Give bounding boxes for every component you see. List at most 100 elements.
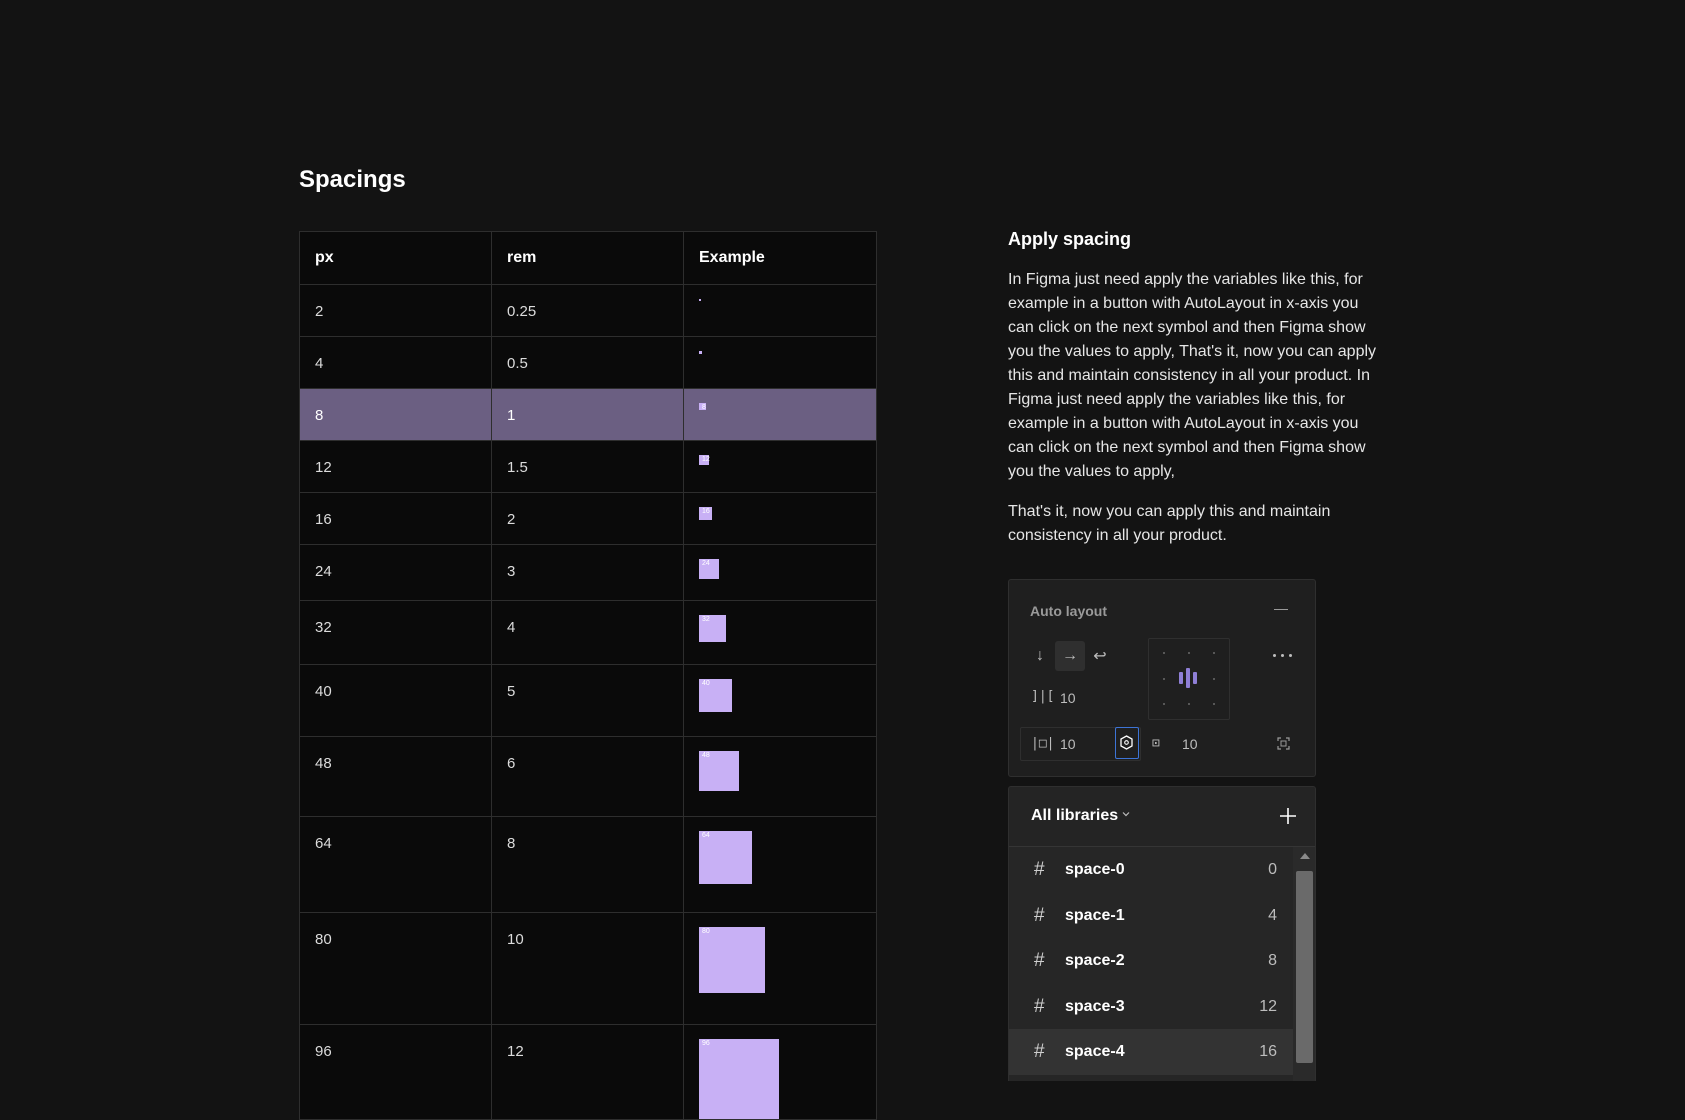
vertical-padding-value[interactable]: 10 <box>1182 736 1198 752</box>
horizontal-padding-icon: |□| <box>1031 736 1055 751</box>
align-dot[interactable] <box>1188 652 1190 654</box>
spacing-swatch: 32 <box>699 615 726 642</box>
variable-value: 8 <box>1268 952 1277 969</box>
rem-value: 8 <box>507 835 516 852</box>
px-value: 80 <box>315 931 332 948</box>
rem-cell: 2 <box>491 492 684 545</box>
spacing-swatch: 96 <box>699 1039 779 1119</box>
variables-list: # space-0 0 # space-1 4 # space-2 8 # space-3 12 # sp… <box>1009 847 1293 1075</box>
scrollbar-thumb[interactable] <box>1296 871 1313 1063</box>
more-options-icon[interactable] <box>1273 654 1295 658</box>
rem-cell: 4 <box>491 600 684 665</box>
rem-cell: 10 <box>491 912 684 1025</box>
rem-value: 3 <box>507 563 516 580</box>
align-dot[interactable] <box>1213 652 1215 654</box>
rem-cell: 5 <box>491 664 684 737</box>
spacing-swatch <box>699 351 703 355</box>
hash-icon: # <box>1034 859 1045 880</box>
example-cell: 24 <box>683 544 877 601</box>
variable-name: space-4 <box>1065 1043 1125 1060</box>
description-paragraph: In Figma just need apply the variables l… <box>1008 271 1377 480</box>
px-cell: 80 <box>299 912 492 1025</box>
variable-item-space-2[interactable]: # space-2 8 <box>1009 938 1293 984</box>
hash-icon: # <box>1034 904 1045 926</box>
align-dot[interactable] <box>1188 703 1190 705</box>
table-row: 16 2 16 <box>299 492 877 545</box>
alignment-grid[interactable] <box>1148 638 1230 720</box>
align-center-icon <box>1179 672 1183 684</box>
apply-variable-button[interactable] <box>1115 727 1139 759</box>
horizontal-padding-value[interactable]: 10 <box>1060 736 1076 752</box>
rem-cell: 0.5 <box>491 336 684 389</box>
align-dot[interactable] <box>1213 678 1215 680</box>
swatch-label: 48 <box>702 752 710 759</box>
variable-item-space-4[interactable]: # space-4 16 <box>1009 1029 1293 1075</box>
table-row: 96 12 96 <box>299 1024 877 1120</box>
table-row: 80 10 80 <box>299 912 877 1025</box>
rem-cell: 1.5 <box>491 440 684 493</box>
table-row: 8 1 8 <box>299 388 877 441</box>
px-value: 96 <box>315 1043 332 1060</box>
spacing-swatch: 80 <box>699 927 766 994</box>
libraries-dropdown[interactable]: All libraries <box>1031 807 1119 824</box>
table-row: 40 5 40 <box>299 664 877 737</box>
swatch-label: 16 <box>702 508 710 515</box>
variable-hexagon-icon <box>1120 735 1133 750</box>
scroll-up-icon[interactable] <box>1300 853 1310 859</box>
description-paragraph: That's it, now you can apply this and ma… <box>1008 503 1331 544</box>
remove-auto-layout-icon[interactable] <box>1274 609 1288 610</box>
rem-value: 1.5 <box>507 459 528 476</box>
px-value: 4 <box>315 355 324 372</box>
rem-value: 0.25 <box>507 303 537 320</box>
example-cell: 16 <box>683 492 877 545</box>
swatch-label: 40 <box>702 680 710 687</box>
table-row: 64 8 64 <box>299 816 877 913</box>
spacing-swatch: 12 <box>699 455 710 465</box>
libraries-header: All libraries <box>1009 787 1315 847</box>
rem-cell: 12 <box>491 1024 684 1120</box>
spacing-table: px rem Example 2 0.25 4 0.5 8 1 8 12 1.5 12 16 2 16 2… <box>299 231 877 1120</box>
arrow-right-icon[interactable]: → <box>1055 641 1085 671</box>
px-cell: 8 <box>299 388 492 441</box>
rem-cell: 3 <box>491 544 684 601</box>
rem-cell: 1 <box>491 388 684 441</box>
chevron-down-icon[interactable] <box>1122 810 1130 818</box>
variable-item-space-1[interactable]: # space-1 4 <box>1009 893 1293 939</box>
rem-cell: 8 <box>491 816 684 913</box>
variable-name: space-1 <box>1065 906 1125 924</box>
example-cell: 80 <box>683 912 877 1025</box>
rem-value: 2 <box>507 511 516 528</box>
align-dot[interactable] <box>1163 678 1165 680</box>
align-dot[interactable] <box>1163 652 1165 654</box>
table-header-row: px rem Example <box>299 231 877 285</box>
individual-padding-icon[interactable] <box>1277 737 1290 750</box>
example-cell: 96 <box>683 1024 877 1120</box>
px-value: 64 <box>315 835 332 852</box>
px-value: 12 <box>315 459 332 476</box>
gap-value[interactable]: 10 <box>1060 690 1076 706</box>
align-dot[interactable] <box>1213 703 1215 705</box>
wrap-icon[interactable]: ↩ <box>1093 648 1107 665</box>
px-value: 40 <box>315 683 332 700</box>
variable-item-space-0[interactable]: # space-0 0 <box>1009 847 1293 893</box>
add-icon[interactable] <box>1279 807 1297 825</box>
px-cell: 4 <box>299 336 492 389</box>
example-cell: 12 <box>683 440 877 493</box>
table-row: 12 1.5 12 <box>299 440 877 493</box>
table-row: 2 0.25 <box>299 284 877 337</box>
px-cell: 64 <box>299 816 492 913</box>
variable-item-space-3[interactable]: # space-3 12 <box>1009 984 1293 1030</box>
px-cell: 96 <box>299 1024 492 1120</box>
swatch-label: 64 <box>702 832 710 839</box>
arrow-down-icon[interactable]: ↓ <box>1036 647 1044 664</box>
rem-cell: 6 <box>491 736 684 817</box>
spacing-swatch <box>699 299 701 301</box>
example-cell: 40 <box>683 664 877 737</box>
horizontal-padding-field[interactable] <box>1020 727 1141 761</box>
rem-value: 5 <box>507 683 516 700</box>
align-dot[interactable] <box>1163 703 1165 705</box>
example-cell: 48 <box>683 736 877 817</box>
page-title: Spacings <box>299 166 406 193</box>
example-cell: 32 <box>683 600 877 665</box>
scrollbar[interactable] <box>1293 847 1315 1081</box>
